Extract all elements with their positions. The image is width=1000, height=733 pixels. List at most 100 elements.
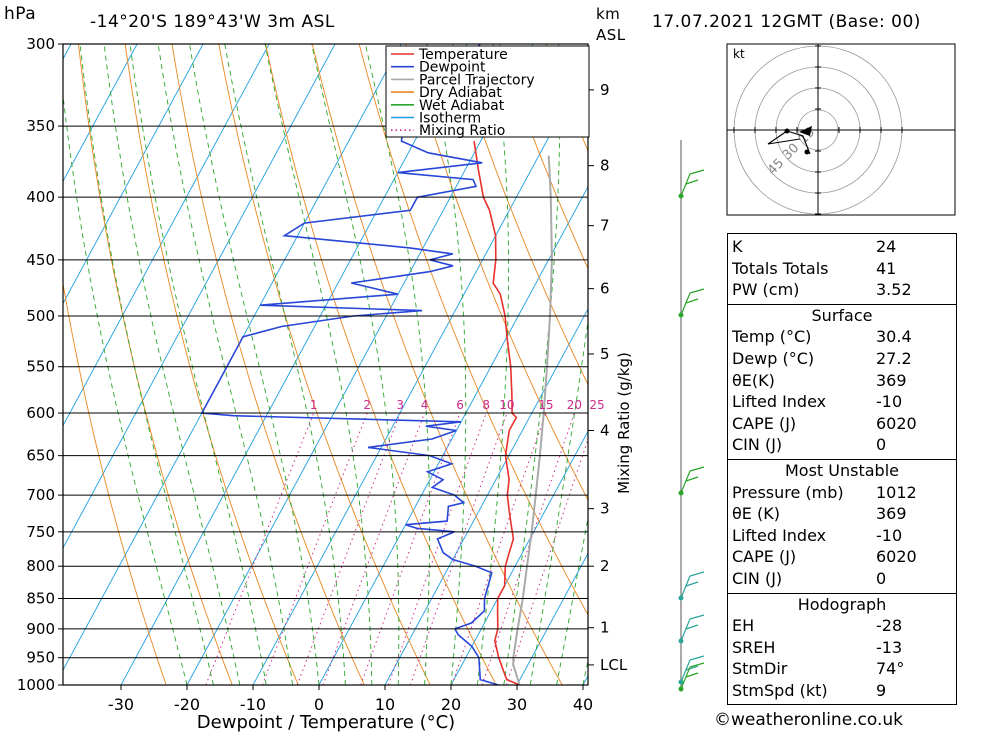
index-label: EH bbox=[732, 616, 755, 636]
index-label: K bbox=[732, 237, 743, 256]
temperature-tick-label: -10 bbox=[240, 695, 266, 714]
index-label: CAPE (J) bbox=[732, 413, 797, 433]
index-row: PW (cm) 3.52 bbox=[732, 280, 952, 301]
index-value: -10 bbox=[876, 392, 903, 412]
index-label: θE (K) bbox=[732, 504, 780, 524]
wet-adiabat-line bbox=[79, 44, 214, 685]
index-separator bbox=[728, 303, 956, 305]
wet-adiabat-line bbox=[503, 44, 561, 685]
index-value: 6020 bbox=[876, 547, 917, 567]
index-row: EH -28 bbox=[732, 616, 952, 637]
km-unit-label: km bbox=[596, 5, 621, 23]
dry-adiabat-line bbox=[171, 44, 365, 685]
footer-copyright: ©weatheronline.co.uk bbox=[714, 710, 904, 730]
height-tick-label: 7 bbox=[600, 217, 610, 235]
index-row: CAPE (J) 6020 bbox=[732, 547, 952, 568]
isotherm-line bbox=[63, 44, 204, 305]
legend-label: Mixing Ratio bbox=[419, 123, 505, 139]
index-value: 369 bbox=[876, 504, 907, 524]
index-row: Temp (°C) 30.4 bbox=[732, 327, 952, 348]
index-label: Temp (°C) bbox=[732, 327, 812, 347]
isotherm-line bbox=[0, 44, 5, 685]
index-value: 9 bbox=[876, 681, 887, 700]
dry-adiabat-line bbox=[405, 44, 588, 501]
mixing-ratio-line bbox=[505, 438, 588, 685]
isotherm-line bbox=[516, 552, 588, 685]
index-label: CIN (J) bbox=[732, 435, 783, 455]
pressure-tick-label: 550 bbox=[26, 358, 55, 376]
hodograph-trace bbox=[767, 130, 811, 155]
pressure-tick-label: 450 bbox=[26, 251, 55, 269]
index-label: StmSpd (kt) bbox=[732, 681, 828, 700]
wet-adiabat-line bbox=[157, 44, 294, 685]
legend-box bbox=[385, 45, 590, 138]
index-label: CIN (J) bbox=[732, 569, 783, 588]
pressure-tick-label: 350 bbox=[26, 117, 55, 135]
index-row: CIN (J) 0 bbox=[732, 435, 952, 456]
mixing-ratio-value-label: 15 bbox=[538, 398, 553, 412]
index-row: Lifted Index -10 bbox=[732, 392, 952, 413]
pressure-tick-label: 1000 bbox=[17, 676, 55, 694]
mixing-ratio-value-label: 4 bbox=[421, 398, 429, 412]
pressure-tick-label: 400 bbox=[26, 188, 55, 206]
wet-adiabat-line bbox=[364, 44, 431, 685]
dry-adiabat-line bbox=[452, 44, 588, 386]
index-value: 74° bbox=[876, 659, 905, 679]
pressure-tick-label: 600 bbox=[26, 404, 55, 422]
dry-adiabat-line bbox=[967, 44, 1000, 685]
mixing-ratio-line bbox=[387, 412, 487, 685]
mixing-ratio-value-label: 8 bbox=[482, 398, 490, 412]
wind-barb bbox=[680, 655, 705, 683]
mixing-ratio-line bbox=[451, 412, 547, 685]
mixing-ratio-line bbox=[296, 412, 401, 685]
wet-adiabat-line bbox=[529, 318, 588, 685]
hodograph-point bbox=[804, 149, 810, 155]
temperature-tick-label: -30 bbox=[108, 695, 134, 714]
wet-adiabat-line bbox=[264, 44, 373, 685]
index-value: 3.52 bbox=[876, 280, 912, 300]
height-tick-label: 3 bbox=[600, 500, 610, 518]
legend-label: Dewpoint bbox=[419, 60, 486, 76]
wind-barb bbox=[680, 288, 705, 316]
height-tick-label: 8 bbox=[600, 157, 610, 175]
isotherm-line bbox=[318, 185, 588, 685]
isotherm-line bbox=[63, 44, 138, 183]
mixing-ratio-value-label: 1 bbox=[310, 398, 318, 412]
height-tick-label: LCL bbox=[600, 656, 628, 674]
index-label: θE(K) bbox=[732, 370, 775, 390]
parcel-trajectory-series-line bbox=[512, 155, 553, 685]
mixing-ratio-value-label: 2 bbox=[363, 398, 371, 412]
index-section-title: Most Unstable bbox=[785, 461, 899, 480]
temperature-tick-label: 10 bbox=[375, 695, 395, 714]
index-value: 30.4 bbox=[876, 327, 912, 347]
pressure-tick-label: 900 bbox=[26, 620, 55, 638]
mixing-ratio-value-label: 25 bbox=[589, 398, 604, 412]
pressure-tick-label: 850 bbox=[26, 589, 55, 607]
index-section-title: Hodograph bbox=[797, 594, 887, 614]
height-tick-label: 2 bbox=[600, 557, 610, 575]
index-label: CAPE (J) bbox=[732, 547, 797, 567]
height-tick-label: 6 bbox=[600, 280, 610, 298]
index-row: Lifted Index -10 bbox=[732, 526, 952, 547]
legend-label: Dry Adiabat bbox=[419, 85, 502, 101]
index-row: θE (K) 369 bbox=[732, 504, 952, 525]
isotherm-line bbox=[252, 63, 588, 685]
isotherm-line bbox=[450, 430, 588, 685]
location-title: -14°20'S 189°43'W 3m ASL bbox=[90, 12, 335, 32]
wind-barb bbox=[680, 614, 705, 642]
temperature-tick-label: -20 bbox=[174, 695, 200, 714]
storm-motion-marker bbox=[799, 126, 812, 136]
dry-adiabat-line bbox=[218, 44, 431, 685]
mixing-ratio-value-label: 20 bbox=[567, 398, 582, 412]
hodograph-unit-label: kt bbox=[733, 47, 745, 61]
index-value: 24 bbox=[876, 237, 897, 256]
isotherm-line bbox=[120, 44, 468, 685]
mixing-ratio-value-label: 3 bbox=[396, 398, 404, 412]
x-axis-title: Dewpoint / Temperature (°C) bbox=[197, 712, 455, 733]
index-row: StmDir 74° bbox=[732, 659, 952, 680]
index-value: -13 bbox=[876, 637, 903, 657]
index-separator bbox=[728, 592, 956, 594]
dry-adiabat-line bbox=[78, 44, 233, 685]
index-row: CAPE (J) 6020 bbox=[732, 414, 952, 435]
index-value: 0 bbox=[876, 569, 887, 588]
